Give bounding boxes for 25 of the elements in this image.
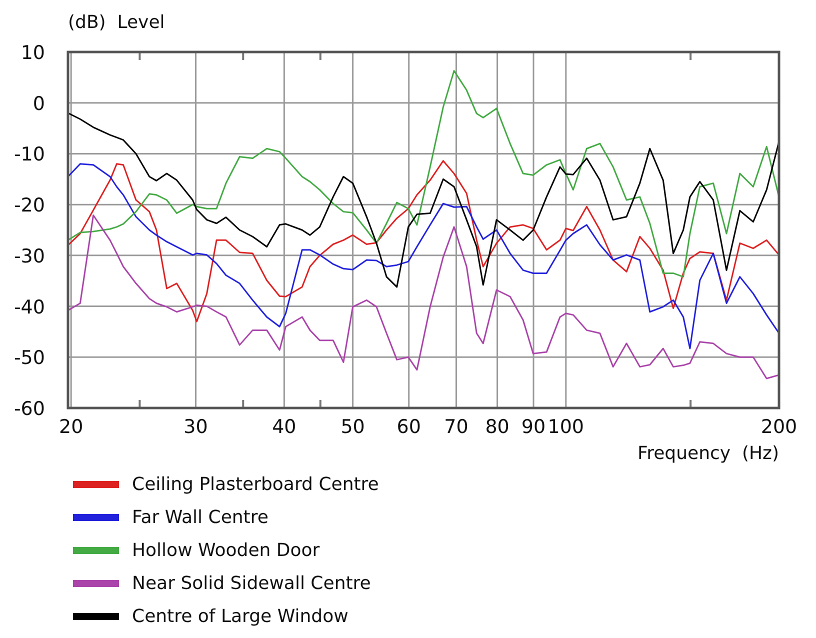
legend-label: Hollow Wooden Door — [132, 540, 320, 561]
legend-label: Centre of Large Window — [132, 606, 348, 627]
y-tick-label: -40 — [14, 296, 45, 318]
y-tick-label: -60 — [14, 398, 45, 420]
y-tick-label: -10 — [14, 144, 45, 166]
x-tick-label: 40 — [272, 416, 296, 438]
y-tick-label: 10 — [20, 42, 45, 64]
x-tick-label: 90 — [521, 416, 546, 438]
y-axis-title: (dB) Level — [68, 12, 165, 33]
y-tick-label: -20 — [14, 194, 45, 217]
legend-label: Near Solid Sidewall Centre — [132, 573, 371, 594]
x-tick-label: 70 — [444, 416, 468, 438]
x-tick-label: 80 — [485, 416, 510, 438]
y-tick-label: -30 — [14, 245, 45, 268]
legend-label: Far Wall Centre — [132, 507, 268, 528]
y-tick-label: -50 — [14, 347, 45, 370]
x-tick-label: 200 — [760, 416, 798, 438]
x-tick-label: 100 — [548, 416, 584, 438]
y-tick-label: 0 — [32, 92, 45, 115]
x-tick-label: 20 — [58, 416, 84, 438]
x-axis-title: Frequency (Hz) — [638, 443, 779, 464]
legend-label: Ceiling Plasterboard Centre — [132, 474, 379, 495]
x-tick-label: 50 — [340, 416, 365, 438]
x-tick-label: 60 — [396, 416, 421, 438]
x-tick-label: 30 — [184, 416, 208, 438]
